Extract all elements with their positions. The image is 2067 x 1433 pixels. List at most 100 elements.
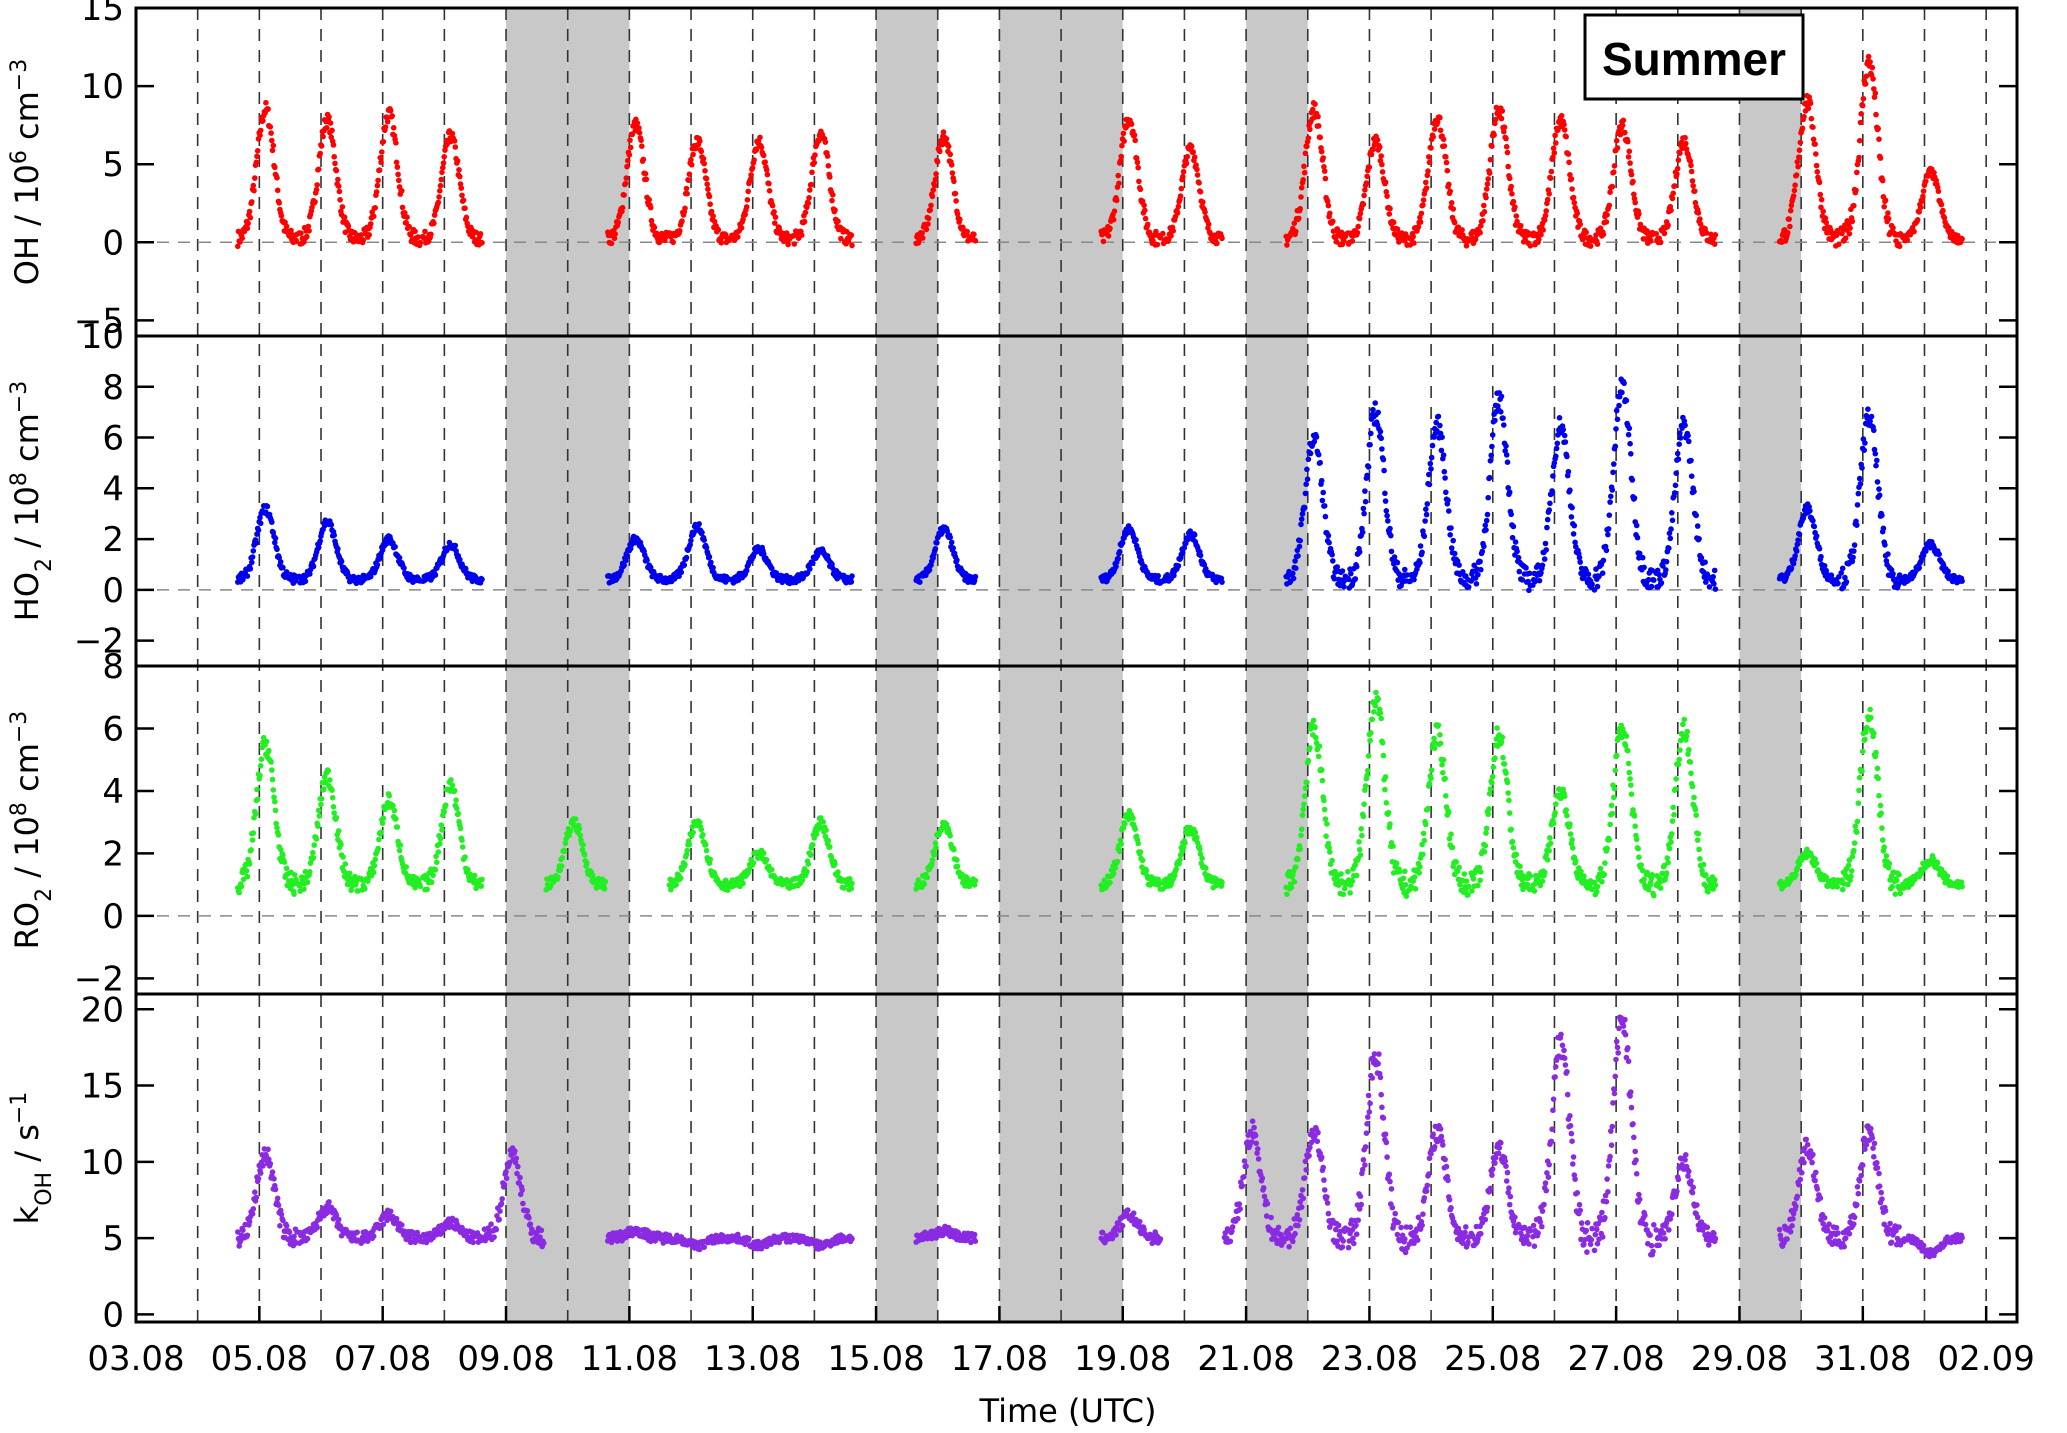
point-ro2-4 (580, 842, 586, 848)
point-oh-6 (742, 211, 748, 218)
point-ho2-0 (255, 527, 262, 533)
point-oh-9 (1116, 180, 1122, 187)
point-ro2-11 (1318, 767, 1325, 773)
point-ho2-14 (1519, 577, 1526, 583)
point-ro2-16 (1628, 782, 1634, 788)
point-ro2-1 (310, 849, 316, 856)
point-oh-10 (1170, 228, 1176, 234)
point-ro2-12 (1379, 740, 1386, 746)
point-ho2-17 (1693, 512, 1699, 519)
point-oh-17 (1687, 158, 1694, 164)
point-ho2-1 (317, 538, 324, 544)
point-ho2-18 (1813, 533, 1820, 539)
point-oh-3 (431, 212, 438, 218)
point-ho2-15 (1560, 426, 1566, 433)
point-ro2-17 (1657, 885, 1664, 891)
point-oh-2 (399, 188, 405, 194)
point-oh-9 (1136, 178, 1142, 185)
point-oh-14 (1484, 181, 1491, 187)
point-ro2-0 (269, 776, 276, 783)
point-ro2-7 (820, 819, 826, 825)
point-ro2-17 (1692, 806, 1699, 813)
point-ro2-3 (465, 866, 471, 873)
point-ro2-16 (1594, 883, 1601, 890)
point-ro2-12 (1371, 709, 1377, 715)
point-ho2-14 (1498, 393, 1505, 400)
point-ro2-16 (1633, 836, 1640, 843)
point-ho2-17 (1663, 567, 1669, 573)
point-ho2-17 (1669, 510, 1675, 516)
point-ho2-12 (1368, 430, 1374, 437)
point-oh-12 (1374, 137, 1381, 143)
point-ro2-17 (1688, 770, 1694, 777)
point-oh-7 (808, 181, 815, 188)
point-ro2-16 (1609, 810, 1616, 817)
point-oh-8 (929, 193, 936, 200)
point-oh-19 (1863, 73, 1870, 79)
point-ro2-0 (246, 861, 253, 867)
point-oh-0 (251, 187, 257, 194)
point-ro2-12 (1361, 801, 1367, 807)
point-oh-13 (1426, 159, 1433, 166)
point-oh-12 (1368, 151, 1375, 158)
point-ho2-15 (1572, 539, 1578, 546)
point-oh-19 (1860, 95, 1867, 102)
point-ro2-13 (1428, 767, 1435, 773)
point-ho2-5 (699, 529, 705, 536)
point-ro2-12 (1393, 860, 1400, 867)
point-oh-16 (1600, 231, 1607, 238)
point-oh-15 (1540, 227, 1546, 233)
point-oh-7 (822, 139, 829, 145)
point-oh-18 (1794, 159, 1801, 165)
point-ro2-8 (951, 846, 957, 853)
point-ro2-9 (1132, 826, 1138, 832)
point-ho2-18 (1818, 553, 1824, 560)
point-ho2-12 (1379, 446, 1385, 452)
point-ro2-1 (338, 841, 344, 848)
point-ho2-19 (1856, 475, 1863, 482)
point-ho2-11 (1303, 481, 1309, 488)
point-oh-6 (769, 202, 776, 209)
point-ho2-13 (1421, 533, 1428, 540)
point-ho2-15 (1553, 453, 1559, 460)
point-oh-10 (1191, 154, 1198, 160)
point-oh-8 (920, 235, 926, 241)
point-ro2-7 (807, 852, 814, 858)
point-oh-18 (1787, 223, 1793, 230)
point-oh-16 (1614, 145, 1621, 151)
point-ho2-11 (1329, 551, 1335, 558)
point-oh-12 (1383, 189, 1390, 195)
point-oh-0 (245, 220, 251, 227)
point-oh-2 (358, 232, 364, 238)
point-ho2-1 (307, 571, 313, 577)
point-oh-13 (1411, 240, 1417, 246)
point-oh-2 (373, 189, 380, 195)
point-ho2-14 (1492, 417, 1498, 424)
point-oh-6 (766, 180, 772, 187)
point-ro2-11 (1300, 806, 1306, 813)
point-ro2-15 (1567, 831, 1574, 837)
point-ro2-5 (703, 847, 710, 854)
point-oh-1 (337, 197, 343, 203)
point-oh-18 (1795, 163, 1801, 170)
point-oh-14 (1527, 243, 1534, 249)
point-oh-16 (1648, 238, 1654, 244)
point-oh-0 (276, 200, 283, 206)
point-ro2-17 (1676, 756, 1682, 763)
point-ho2-6 (769, 565, 775, 572)
point-ro2-2 (379, 820, 386, 826)
point-ho2-11 (1304, 476, 1311, 483)
point-ro2-5 (707, 856, 713, 863)
point-ro2-14 (1486, 806, 1492, 812)
point-oh-18 (1796, 147, 1803, 153)
point-oh-19 (1870, 76, 1876, 82)
point-oh-7 (825, 163, 832, 169)
point-oh-18 (1812, 141, 1818, 147)
point-ho2-19 (1851, 542, 1858, 548)
point-ho2-13 (1447, 532, 1453, 538)
point-ho2-18 (1821, 563, 1828, 569)
point-ro2-5 (702, 841, 709, 848)
point-ho2-17 (1694, 523, 1701, 529)
point-ro2-8 (954, 863, 961, 870)
